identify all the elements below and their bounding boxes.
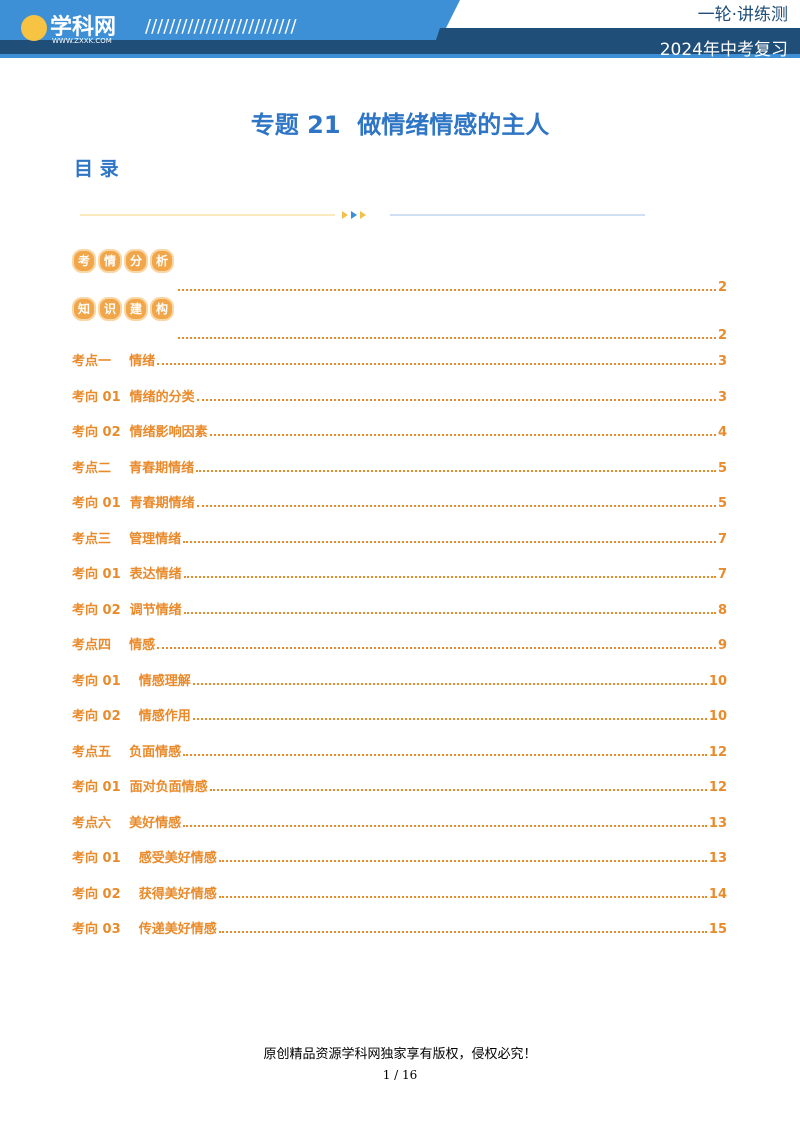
toc-label: 考向 01 情绪的分类 bbox=[72, 389, 195, 405]
toc-badge-row: 知识建构 2 bbox=[72, 297, 727, 343]
toc-label: 考向 03 传递美好情感 bbox=[72, 922, 217, 937]
toc-item: 考点二 青春期情绪 5 bbox=[72, 458, 727, 476]
toc-label: 考向 01 表达情绪 bbox=[72, 567, 182, 582]
dot-leader bbox=[178, 337, 716, 339]
toc-label: 考向 02 情绪影响因素 bbox=[72, 425, 208, 440]
dot-leader bbox=[183, 753, 707, 756]
dot-leader bbox=[218, 931, 707, 933]
toc-item: 考点四 情感 9 bbox=[72, 635, 727, 653]
svg-text://///////////////////////: ///////////////////////// bbox=[145, 16, 298, 37]
dot-leader bbox=[183, 576, 716, 578]
toc-item: 考向 01 青春期情绪 5 bbox=[72, 493, 727, 511]
dot-leader bbox=[196, 505, 716, 507]
dot-leader bbox=[218, 895, 707, 898]
page-ref: 12 bbox=[708, 780, 727, 795]
badge-char: 建 bbox=[124, 297, 148, 321]
toc-item: 考向 03 传递美好情感 15 bbox=[72, 919, 727, 937]
series: 一轮·讲练测 bbox=[697, 5, 788, 25]
page-ref: 5 bbox=[717, 496, 727, 511]
dot-leader bbox=[157, 363, 716, 365]
subtitle: 2024年中考复习 bbox=[659, 40, 788, 60]
page-ref: 8 bbox=[717, 602, 727, 618]
badge-group: 考情分析 bbox=[72, 249, 176, 273]
toc-label: 考向 01 感受美好情感 bbox=[72, 851, 217, 866]
toc-label: 考向 01 青春期情绪 bbox=[72, 496, 195, 511]
page-ref: 3 bbox=[717, 354, 727, 369]
toc-item: 考向 01 表达情绪 7 bbox=[72, 564, 727, 582]
logo-url: WWW.ZXXK.COM bbox=[52, 37, 112, 45]
page-ref: 10 bbox=[708, 673, 727, 689]
toc-label: 考点二 青春期情绪 bbox=[72, 460, 195, 476]
toc-item: 考点一 情绪 3 bbox=[72, 351, 727, 369]
toc-item: 考向 02 获得美好情感 14 bbox=[72, 884, 727, 902]
toc-badge-row: 考情分析 2 bbox=[72, 249, 727, 295]
page-ref: 7 bbox=[717, 567, 727, 582]
page-number: 1 / 16 bbox=[382, 1068, 418, 1082]
dot-leader bbox=[157, 647, 716, 649]
badge-group: 知识建构 bbox=[72, 297, 176, 321]
page-ref: 3 bbox=[717, 389, 727, 405]
header-bar: ///////////////////////// bbox=[0, 0, 800, 58]
toc-item: 考向 02 情绪影响因素 4 bbox=[72, 422, 727, 440]
page-ref: 2 bbox=[717, 328, 727, 343]
dot-leader bbox=[183, 824, 707, 827]
toc-item: 考向 02 调节情绪 8 bbox=[72, 600, 727, 618]
dot-leader bbox=[183, 540, 716, 543]
toc-item: 考点三 管理情绪 7 bbox=[72, 529, 727, 547]
badge-char: 考 bbox=[72, 249, 96, 273]
toc-item: 考向 01 情绪的分类 3 bbox=[72, 387, 727, 405]
page-ref: 5 bbox=[717, 460, 727, 476]
toc-item: 考向 01 面对负面情感 12 bbox=[72, 777, 727, 795]
page-ref: 9 bbox=[717, 638, 727, 653]
badge-char: 知 bbox=[72, 297, 96, 321]
toc-item: 考向 01 情感理解 10 bbox=[72, 671, 727, 689]
dot-leader bbox=[218, 860, 707, 862]
toc-item: 考向 01 感受美好情感 13 bbox=[72, 848, 727, 866]
dot-leader bbox=[209, 789, 707, 791]
toc-label: 考向 02 获得美好情感 bbox=[72, 886, 217, 902]
dot-leader bbox=[178, 289, 716, 291]
logo: 学科网 bbox=[50, 15, 117, 40]
dot-leader bbox=[192, 682, 707, 685]
dot-leader bbox=[183, 611, 716, 614]
badge-char: 构 bbox=[150, 297, 174, 321]
dot-leader bbox=[209, 434, 716, 436]
toc-label: 考向 02 调节情绪 bbox=[72, 602, 182, 618]
toc-label: 考点一 情绪 bbox=[72, 354, 156, 369]
page-ref: 10 bbox=[708, 709, 727, 724]
badge-char: 析 bbox=[150, 249, 174, 273]
toc-label: 考向 02 情感作用 bbox=[72, 709, 191, 724]
toc-item: 考向 02 情感作用 10 bbox=[72, 706, 727, 724]
toc-item: 考点五 负面情感 12 bbox=[72, 742, 727, 760]
badge-char: 分 bbox=[124, 249, 148, 273]
page-ref: 15 bbox=[708, 922, 727, 937]
dot-leader bbox=[192, 718, 707, 720]
page-ref: 13 bbox=[708, 851, 727, 866]
footer-notice: 原创精品资源学科网独家享有版权，侵权必究！ bbox=[263, 1047, 537, 1062]
toc-label: 考点六 美好情感 bbox=[72, 815, 182, 831]
page-ref: 4 bbox=[717, 425, 727, 440]
page-ref: 12 bbox=[708, 744, 727, 760]
badge-char: 识 bbox=[98, 297, 122, 321]
toc-heading: 目 录 bbox=[74, 158, 119, 180]
title: 专题 21 做情绪情感的主人 bbox=[250, 111, 550, 139]
dot-leader bbox=[196, 469, 716, 472]
page-ref: 2 bbox=[717, 280, 727, 295]
page-ref: 14 bbox=[708, 886, 727, 902]
toc-label: 考向 01 情感理解 bbox=[72, 673, 191, 689]
toc-label: 考点四 情感 bbox=[72, 638, 156, 653]
page-ref: 13 bbox=[708, 815, 727, 831]
dot-leader bbox=[196, 398, 716, 401]
badge-char: 情 bbox=[98, 249, 122, 273]
toc-label: 考点三 管理情绪 bbox=[72, 531, 182, 547]
toc-item: 考点六 美好情感 13 bbox=[72, 813, 727, 831]
page-ref: 7 bbox=[717, 531, 727, 547]
divider bbox=[80, 211, 645, 219]
toc-label: 考向 01 面对负面情感 bbox=[72, 780, 208, 795]
toc-label: 考点五 负面情感 bbox=[72, 744, 182, 760]
